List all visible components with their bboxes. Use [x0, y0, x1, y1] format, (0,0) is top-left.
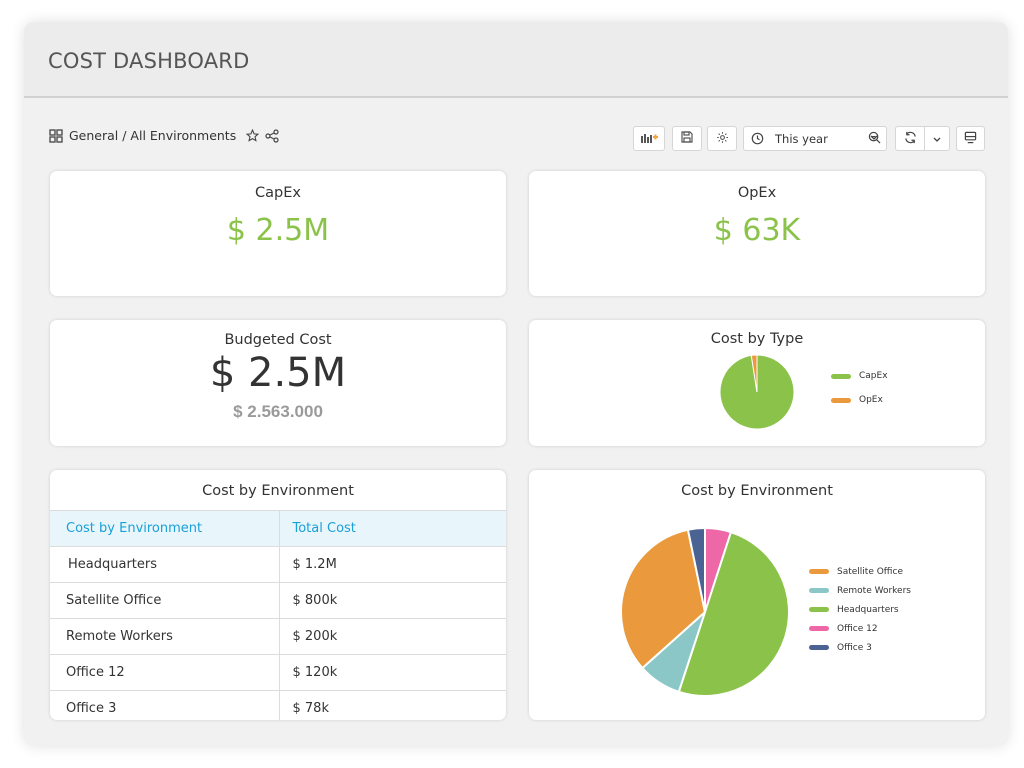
cost-by-environment-pie — [620, 526, 790, 697]
capex-title: CapEx — [255, 185, 301, 201]
page-title: COST DASHBOARD — [48, 49, 250, 73]
env-chart-title: Cost by Environment — [681, 483, 833, 499]
cost-by-environment-legend: Satellite Office Remote Workers Headquarte… — [809, 562, 911, 657]
breadcrumb: General / All Environments — [49, 128, 279, 143]
type-slice-opex[interactable] — [750, 354, 758, 393]
save-icon — [681, 131, 693, 146]
env-cost-table: Cost by Environment Total Cost Headquart… — [50, 510, 506, 720]
cost-by-type-pie — [719, 354, 795, 430]
table-header-row: Cost by Environment Total Cost — [50, 510, 506, 547]
table-row[interactable]: Office 3 $ 78k — [50, 690, 506, 720]
cost-by-type-panel: Cost by Type CapEx OpEx — [529, 320, 985, 446]
table-row[interactable]: Office 12 $ 120k — [50, 654, 506, 691]
legend-swatch — [809, 626, 829, 631]
budgeted-cost-panel: Budgeted Cost $ 2.5M $ 2.563.000 — [50, 320, 506, 446]
legend-swatch — [831, 397, 851, 403]
legend-swatch — [831, 373, 851, 379]
capex-panel: CapEx $ 2.5M — [50, 171, 506, 296]
cost-cell: $ 800k — [279, 582, 506, 619]
cost-cell: $ 78k — [279, 690, 506, 720]
chart-add-icon — [640, 131, 658, 146]
legend-label: Office 3 — [837, 642, 872, 653]
settings-icon — [716, 131, 729, 147]
legend-swatch — [809, 569, 829, 574]
cost-by-type-legend: CapEx OpEx — [831, 364, 888, 412]
clock-icon — [751, 132, 764, 145]
table-row[interactable]: Headquarters $ 1.2M — [50, 546, 506, 583]
env-name-cell: Remote Workers — [50, 618, 280, 655]
legend-label: Headquarters — [837, 604, 899, 615]
budgeted-cost-value: $ 2.5M — [209, 350, 347, 396]
chevron-down-icon — [933, 132, 941, 146]
title-bar: COST DASHBOARD — [24, 22, 1008, 98]
add-panel-button[interactable] — [633, 126, 665, 151]
legend-swatch — [809, 607, 829, 612]
table-row[interactable]: Satellite Office $ 800k — [50, 582, 506, 619]
zoom-out-button[interactable] — [860, 126, 888, 151]
star-icon[interactable] — [246, 129, 260, 142]
env-chart-panel: Cost by Environment Satellite Office Remo… — [529, 470, 985, 720]
table-row[interactable]: Remote Workers $ 200k — [50, 618, 506, 655]
toolbar: This year — [24, 126, 1008, 151]
tv-mode-button[interactable] — [956, 126, 985, 151]
legend-label: OpEx — [859, 395, 883, 405]
capex-value: $ 2.5M — [226, 213, 330, 248]
legend-label: CapEx — [859, 371, 888, 381]
share-icon[interactable] — [265, 128, 279, 143]
budgeted-cost-exact: $ 2.563.000 — [233, 402, 323, 421]
chevron-down-icon — [870, 135, 878, 141]
cost-cell: $ 1.2M — [279, 546, 506, 583]
legend-swatch — [809, 645, 829, 650]
env-name-cell: Office 3 — [50, 690, 280, 720]
env-legend-item[interactable]: Office 3 — [809, 638, 911, 657]
breadcrumb-path[interactable]: General / All Environments — [69, 128, 237, 143]
cost-cell: $ 120k — [279, 654, 506, 691]
opex-title: OpEx — [737, 185, 777, 201]
refresh-icon — [904, 131, 917, 147]
column-header[interactable]: Total Cost — [279, 510, 506, 547]
env-name-cell: Headquarters — [50, 546, 280, 583]
cost-by-type-title: Cost by Type — [710, 331, 804, 347]
type-legend-item[interactable]: OpEx — [831, 388, 888, 412]
type-legend-item[interactable]: CapEx — [831, 364, 888, 388]
refresh-interval-dropdown[interactable] — [924, 126, 950, 151]
env-slice-office-3[interactable] — [686, 526, 706, 613]
dashboard-window: COST DASHBOARD General / All Environment… — [24, 22, 1008, 746]
legend-label: Satellite Office — [837, 566, 903, 577]
legend-label: Remote Workers — [837, 585, 911, 596]
env-legend-item[interactable]: Office 12 — [809, 619, 911, 638]
env-legend-item[interactable]: Headquarters — [809, 600, 911, 619]
grid-icon[interactable] — [49, 128, 63, 143]
time-range-label: This year — [775, 131, 828, 146]
legend-label: Office 12 — [837, 623, 878, 634]
opex-value: $ 63K — [713, 213, 801, 248]
save-button[interactable] — [672, 126, 702, 151]
settings-button[interactable] — [707, 126, 737, 151]
env-name-cell: Office 12 — [50, 654, 280, 691]
env-name-cell: Satellite Office — [50, 582, 280, 619]
budgeted-cost-title: Budgeted Cost — [224, 332, 332, 348]
refresh-button[interactable] — [895, 126, 925, 151]
env-slice-satellite-office[interactable] — [620, 528, 707, 670]
time-range-select[interactable]: This year — [743, 126, 887, 151]
cost-cell: $ 200k — [279, 618, 506, 655]
legend-swatch — [809, 588, 829, 593]
zoom-out-icon — [868, 131, 881, 147]
column-header[interactable]: Cost by Environment — [50, 510, 280, 547]
opex-panel: OpEx $ 63K — [529, 171, 985, 296]
tv-icon — [964, 131, 977, 147]
env-legend-item[interactable]: Satellite Office — [809, 562, 911, 581]
env-slice-headquarters[interactable] — [677, 530, 790, 697]
env-table-title: Cost by Environment — [202, 483, 354, 499]
env-table-panel: Cost by Environment Cost by Environment … — [50, 470, 506, 720]
env-legend-item[interactable]: Remote Workers — [809, 581, 911, 600]
